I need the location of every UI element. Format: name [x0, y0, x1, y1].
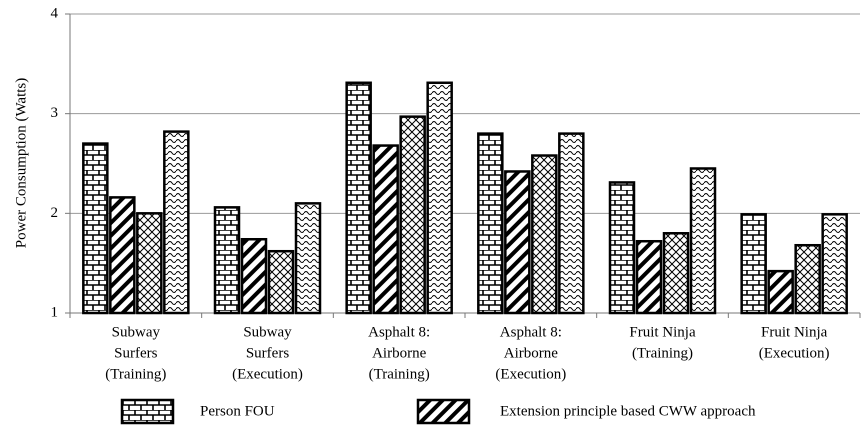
bar [821, 213, 848, 315]
legend-swatch [416, 398, 471, 425]
bar [477, 132, 504, 315]
bar [345, 81, 372, 315]
y-tick-label: 1 [51, 304, 59, 320]
x-tick-label: Surfers [246, 345, 289, 361]
bar [794, 243, 821, 315]
x-tick-label: (Training) [369, 366, 430, 382]
x-tick-label: Airborne [372, 345, 426, 361]
bar [504, 170, 531, 315]
x-tick-label: (Training) [632, 345, 693, 361]
bar [267, 249, 295, 315]
bar [213, 206, 241, 315]
bar [662, 232, 690, 315]
y-axis-label: Power Consumption (Watts) [13, 78, 29, 248]
bar [426, 81, 453, 315]
x-tick-label: Subway [243, 324, 292, 340]
x-tick-label: Surfers [114, 345, 157, 361]
x-tick-label: Asphalt 8: [500, 324, 562, 340]
bar [558, 132, 585, 315]
x-tick-label: (Training) [105, 366, 166, 382]
y-tick-label: 4 [51, 5, 59, 21]
bar [740, 213, 767, 315]
bar [240, 237, 268, 315]
bar [82, 142, 109, 315]
x-tick-label: Airborne [504, 345, 558, 361]
x-tick-label: (Execution) [759, 345, 830, 361]
bar [531, 154, 558, 315]
bar [635, 239, 663, 315]
y-tick-label: 2 [51, 205, 59, 221]
bar [136, 212, 163, 315]
x-tick-label: Fruit Ninja [761, 324, 828, 340]
x-tick-label: Fruit Ninja [629, 324, 696, 340]
legend-label: Person FOU [200, 403, 275, 419]
bar [608, 181, 636, 315]
bar [689, 167, 717, 315]
x-tick-label: (Execution) [232, 366, 303, 382]
bar [767, 269, 794, 315]
x-tick-label: (Execution) [495, 366, 566, 382]
bar [372, 144, 399, 315]
bar [399, 115, 426, 315]
x-tick-label: Asphalt 8: [368, 324, 430, 340]
x-tick-label: Subway [112, 324, 161, 340]
bar [109, 196, 136, 315]
legend-label: Extension principle based CWW approach [500, 403, 756, 419]
y-tick-label: 3 [51, 105, 59, 121]
bar [163, 130, 190, 315]
bar [294, 202, 322, 315]
legend-swatch [120, 398, 175, 425]
